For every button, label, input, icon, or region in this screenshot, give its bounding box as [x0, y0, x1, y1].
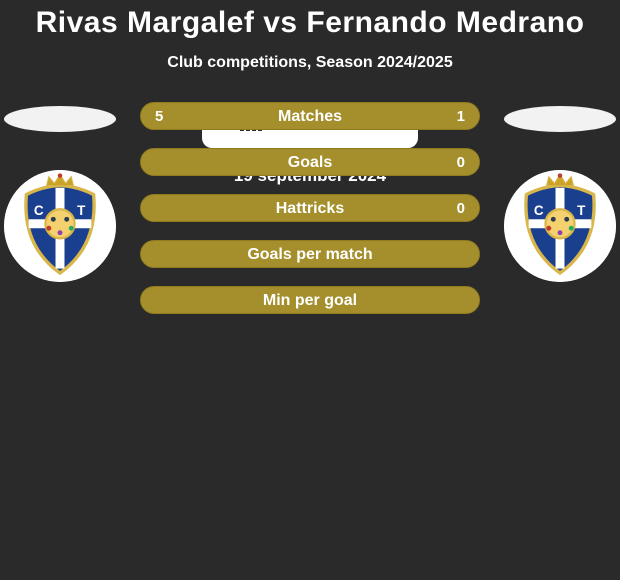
- bar-row: Goals0: [140, 148, 480, 176]
- comparison-card: Rivas Margalef vs Fernando Medrano Club …: [0, 0, 620, 580]
- player2-name: Fernando Medrano: [306, 6, 584, 39]
- bar-row: Min per goal: [140, 286, 480, 314]
- bar-right-value: 0: [457, 195, 465, 222]
- bar-right-value: 1: [457, 103, 465, 130]
- svg-text:D: D: [555, 245, 565, 260]
- svg-text:D: D: [55, 245, 65, 260]
- subtitle: Club competitions, Season 2024/2025: [0, 54, 620, 72]
- player1-club-badge: C T D: [4, 170, 116, 282]
- player2-club-badge: C T D: [504, 170, 616, 282]
- player1-avatar-placeholder: [4, 106, 116, 132]
- bar-row: Goals per match: [140, 240, 480, 268]
- bar-label: Matches: [141, 103, 479, 130]
- player1-name: Rivas Margalef: [36, 6, 255, 39]
- comparison-bars: Matches51Goals0Hattricks0Goals per match…: [140, 102, 480, 314]
- vs-text: vs: [263, 6, 297, 39]
- bar-left-value: 5: [155, 103, 163, 130]
- bar-row: Hattricks0: [140, 194, 480, 222]
- svg-text:C: C: [534, 203, 544, 218]
- bar-label: Min per goal: [141, 287, 479, 314]
- bar-row: Matches5 1: [140, 102, 480, 130]
- player2-avatar-placeholder: [504, 106, 616, 132]
- bar-label: Goals: [141, 149, 479, 176]
- player2-column: C T D: [500, 102, 620, 282]
- player1-column: C T D: [0, 102, 120, 282]
- svg-text:C: C: [34, 203, 44, 218]
- svg-text:T: T: [577, 203, 586, 218]
- svg-text:T: T: [77, 203, 86, 218]
- page-title: Rivas Margalef vs Fernando Medrano: [0, 0, 620, 40]
- bar-label: Goals per match: [141, 241, 479, 268]
- bar-right-value: 0: [457, 149, 465, 176]
- bar-label: Hattricks: [141, 195, 479, 222]
